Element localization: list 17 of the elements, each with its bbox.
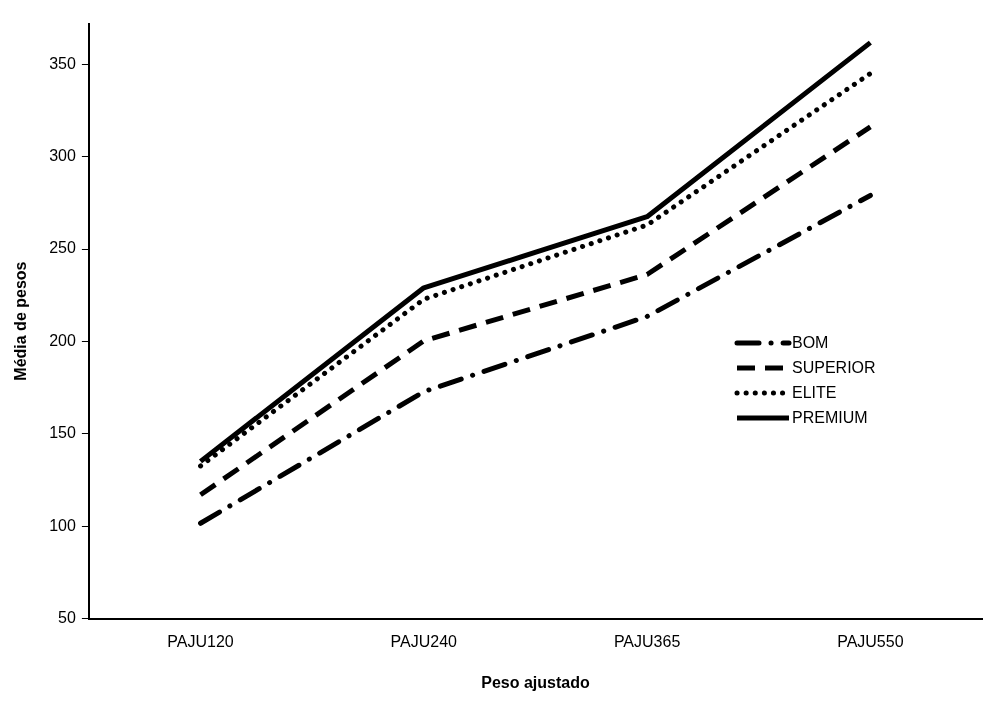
x-tick-label: PAJU120	[167, 632, 234, 650]
x-tick-label: PAJU240	[390, 632, 458, 650]
y-tick-label: 150	[49, 424, 76, 442]
y-axis-title: Média de pesos	[12, 261, 30, 381]
x-axis-title: Peso ajustado	[481, 673, 590, 691]
y-tick-label: 300	[49, 147, 76, 165]
legend-label: BOM	[792, 333, 829, 351]
legend-label: SUPERIOR	[792, 358, 876, 376]
y-tick-label: 350	[49, 54, 76, 72]
x-tick-label: PAJU365	[613, 632, 681, 650]
y-tick-label: 250	[49, 239, 76, 257]
legend-label: ELITE	[792, 383, 837, 401]
y-tick-label: 100	[49, 516, 76, 534]
y-tick-label: 200	[49, 331, 76, 349]
legend-label: PREMIUM	[792, 408, 868, 426]
x-tick-label: PAJU550	[837, 632, 904, 650]
y-tick-label: 50	[58, 609, 76, 627]
